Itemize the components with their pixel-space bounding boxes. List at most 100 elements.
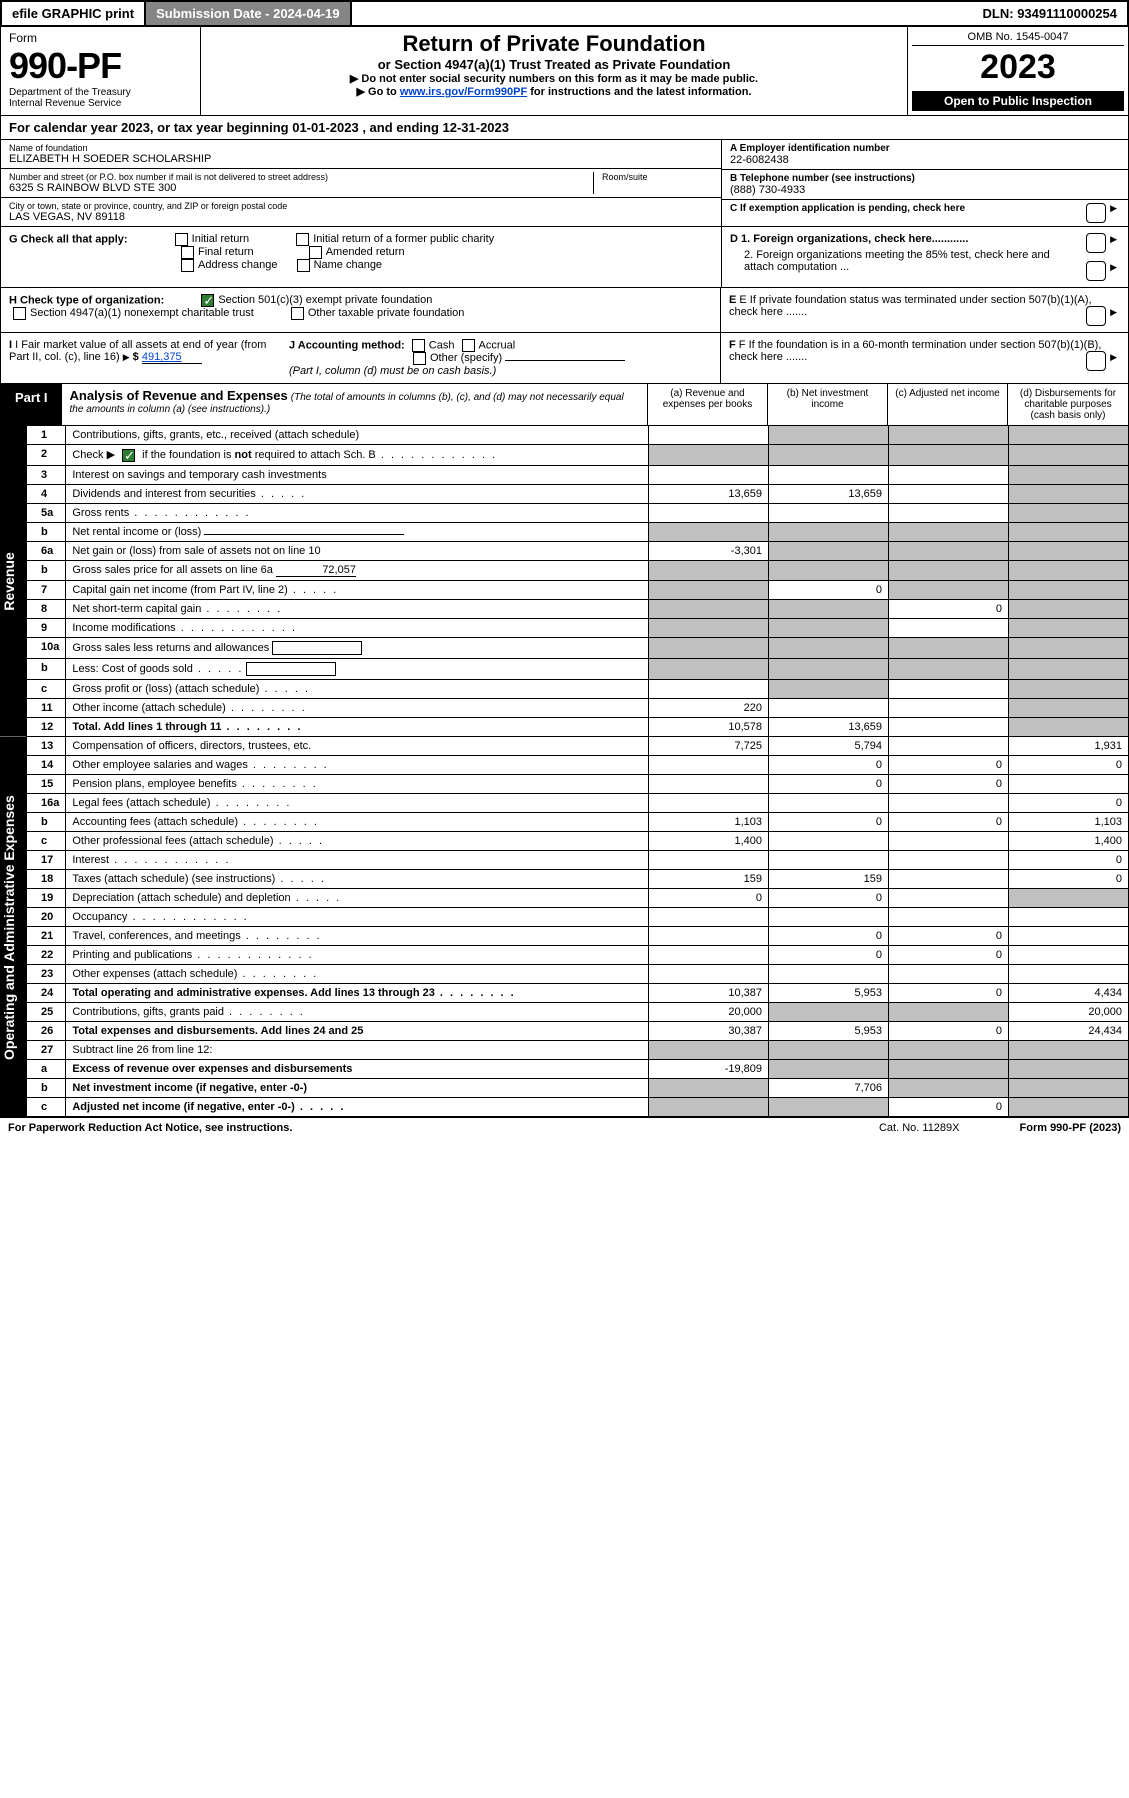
foundation-name: ELIZABETH H SOEDER SCHOLARSHIP [9,153,713,165]
row-27b: bNet investment income (if negative, ent… [27,1078,1129,1097]
d2-checkbox[interactable] [1086,261,1106,281]
g-initial-former-checkbox[interactable] [296,233,309,246]
form-number: 990-PF [9,45,192,87]
dln: DLN: 93491110000254 [973,2,1127,25]
part1-header: Part I Analysis of Revenue and Expenses … [0,384,1129,426]
form-title: Return of Private Foundation [209,31,899,57]
row-18: 18Taxes (attach schedule) (see instructi… [27,869,1129,888]
g-check-all: G Check all that apply: Initial return I… [1,227,721,287]
cat-no: Cat. No. 11289X [879,1122,960,1134]
row-19: 19Depreciation (attach schedule) and dep… [27,888,1129,907]
address-row: Number and street (or P.O. box number if… [1,169,721,198]
row-24: 24Total operating and administrative exp… [27,983,1129,1002]
row-26: 26Total expenses and disbursements. Add … [27,1021,1129,1040]
omb-number: OMB No. 1545-0047 [912,31,1124,46]
h-501c3-checkbox[interactable] [201,294,214,307]
j-cash-checkbox[interactable] [412,339,425,352]
row-9: 9Income modifications [27,618,1129,637]
room-suite-label: Room/suite [602,172,713,182]
g-address-checkbox[interactable] [181,259,194,272]
phone-cell: B Telephone number (see instructions) (8… [722,170,1128,200]
part1-title: Analysis of Revenue and Expenses [70,388,288,403]
header-mid: Return of Private Foundation or Section … [201,27,908,115]
arrow-icon [1110,351,1120,363]
col-a-head: (a) Revenue and expenses per books [648,384,768,425]
i-fmv: I I Fair market value of all assets at e… [9,339,269,377]
form-subtitle: or Section 4947(a)(1) Trust Treated as P… [209,57,899,72]
dept-treasury: Department of the Treasury [9,87,192,98]
row-6a: 6aNet gain or (loss) from sale of assets… [27,541,1129,560]
g-amended-checkbox[interactable] [309,246,322,259]
street-address: 6325 S RAINBOW BLVD STE 300 [9,182,585,194]
f-60month: F F If the foundation is in a 60-month t… [721,333,1128,383]
arrow-icon [1110,203,1120,214]
row-6b: bGross sales price for all assets on lin… [27,560,1129,580]
row-1: 1Contributions, gifts, grants, etc., rec… [27,426,1129,445]
row-27a: aExcess of revenue over expenses and dis… [27,1059,1129,1078]
d-foreign-org: D 1. Foreign organizations, check here..… [721,227,1128,287]
col-b-head: (b) Net investment income [768,384,888,425]
phone: (888) 730-4933 [730,184,1120,196]
h-4947-checkbox[interactable] [13,307,26,320]
row-3: 3Interest on savings and temporary cash … [27,465,1129,484]
top-bar: efile GRAPHIC print Submission Date - 20… [0,0,1129,27]
foundation-name-cell: Name of foundation ELIZABETH H SOEDER SC… [1,140,721,169]
irs-link[interactable]: www.irs.gov/Form990PF [400,86,527,98]
header-right: OMB No. 1545-0047 2023 Open to Public In… [908,27,1128,115]
ein-cell: A Employer identification number 22-6082… [722,140,1128,170]
row-10a: 10aGross sales less returns and allowanc… [27,637,1129,658]
row-27c: cAdjusted net income (if negative, enter… [27,1097,1129,1116]
c-checkbox[interactable] [1086,203,1106,223]
form-word: Form [9,31,192,45]
g-name-checkbox[interactable] [297,259,310,272]
col-d-head: (d) Disbursements for charitable purpose… [1008,384,1128,425]
e-checkbox[interactable] [1086,306,1106,326]
row-5a: 5aGross rents [27,503,1129,522]
header-left: Form 990-PF Department of the Treasury I… [1,27,201,115]
arrow-icon [1110,233,1120,245]
j-other-checkbox[interactable] [413,352,426,365]
h-other-checkbox[interactable] [291,307,304,320]
row-15: 15Pension plans, employee benefits00 [27,774,1129,793]
calendar-year-line: For calendar year 2023, or tax year begi… [0,116,1129,140]
row-12: 12Total. Add lines 1 through 1110,57813,… [27,717,1129,736]
dept-irs: Internal Revenue Service [9,98,192,109]
revenue-table: 1Contributions, gifts, grants, etc., rec… [26,426,1129,737]
j-accounting: J Accounting method: Cash Accrual Other … [289,339,625,377]
j-accrual-checkbox[interactable] [462,339,475,352]
row-11: 11Other income (attach schedule)220 [27,698,1129,717]
row-8: 8Net short-term capital gain0 [27,599,1129,618]
open-public-badge: Open to Public Inspection [912,91,1124,111]
section-i-j-f: I I Fair market value of all assets at e… [0,333,1129,384]
row-16c: cOther professional fees (attach schedul… [27,831,1129,850]
note-link: ▶ Go to www.irs.gov/Form990PF for instru… [209,85,899,98]
row-14: 14Other employee salaries and wages000 [27,755,1129,774]
row-7: 7Capital gain net income (from Part IV, … [27,580,1129,599]
d1-checkbox[interactable] [1086,233,1106,253]
row-23: 23Other expenses (attach schedule) [27,964,1129,983]
efile-print-btn[interactable]: efile GRAPHIC print [2,2,146,25]
tax-year: 2023 [912,48,1124,87]
schb-checkbox[interactable] [122,449,135,462]
expenses-section: Operating and Administrative Expenses 13… [0,737,1129,1117]
submission-date: Submission Date - 2024-04-19 [146,2,352,25]
c-exemption-cell: C If exemption application is pending, c… [722,200,1128,217]
section-g-d: G Check all that apply: Initial return I… [0,227,1129,288]
g-final-checkbox[interactable] [181,246,194,259]
row-27: 27Subtract line 26 from line 12: [27,1040,1129,1059]
expenses-side-label: Operating and Administrative Expenses [0,737,26,1117]
section-h-e: H Check type of organization: Section 50… [0,288,1129,333]
note-ssn: ▶ Do not enter social security numbers o… [209,72,899,85]
fmv-value[interactable]: 491,375 [142,351,202,364]
row-4: 4Dividends and interest from securities1… [27,484,1129,503]
f-checkbox[interactable] [1086,351,1106,371]
h-org-type: H Check type of organization: Section 50… [1,288,721,332]
ein: 22-6082438 [730,154,1120,166]
revenue-side-label: Revenue [0,426,26,737]
row-16b: bAccounting fees (attach schedule)1,1030… [27,812,1129,831]
arrow-icon [1110,306,1120,318]
g-initial-checkbox[interactable] [175,233,188,246]
row-5b: bNet rental income or (loss) [27,522,1129,541]
arrow-icon [1110,261,1120,273]
city-cell: City or town, state or province, country… [1,198,721,226]
